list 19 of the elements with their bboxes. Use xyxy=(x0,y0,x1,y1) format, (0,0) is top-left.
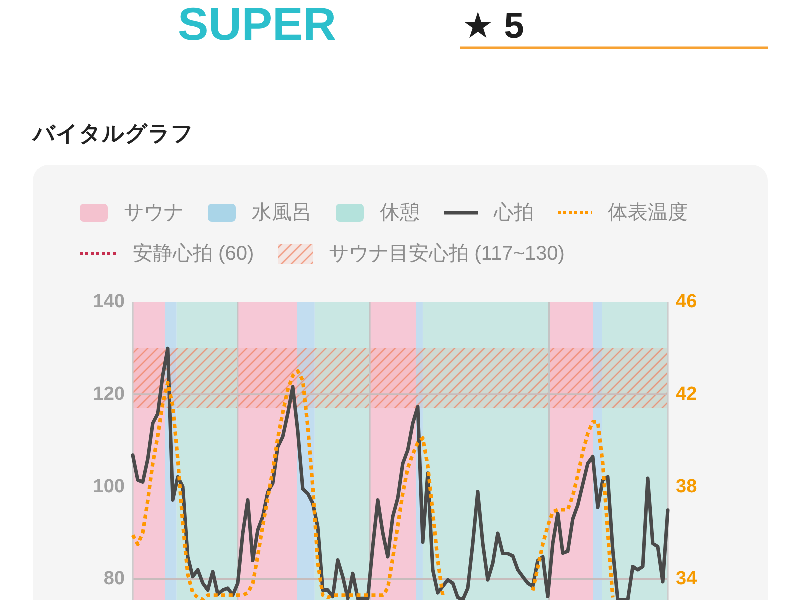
chart-title: バイタルグラフ xyxy=(31,121,194,146)
y-tick-label: 120 xyxy=(93,384,125,405)
y-tick-label: 140 xyxy=(93,292,125,312)
y2-tick-label: 46 xyxy=(676,292,698,312)
y2-tick-label: 38 xyxy=(676,476,698,498)
text: 休憩 xyxy=(380,202,420,224)
y2-tick-label: 34 xyxy=(676,568,698,590)
legend-label: サウナ目安心拍 (117~130) xyxy=(329,243,565,265)
text: 安静心拍 (60) xyxy=(133,243,254,265)
text: SUPER xyxy=(178,0,336,50)
text: ★ 5 xyxy=(462,5,524,46)
y-tick-label: 100 xyxy=(93,476,125,498)
legend-label: 体表温度 xyxy=(608,202,688,224)
text: サウナ xyxy=(124,202,184,224)
legend-label: 心拍 xyxy=(493,202,534,224)
line-series xyxy=(131,346,670,600)
y2-tick-label: 42 xyxy=(676,384,698,405)
text: 水風呂 xyxy=(252,202,312,224)
y-tick-label: 80 xyxy=(104,568,125,590)
